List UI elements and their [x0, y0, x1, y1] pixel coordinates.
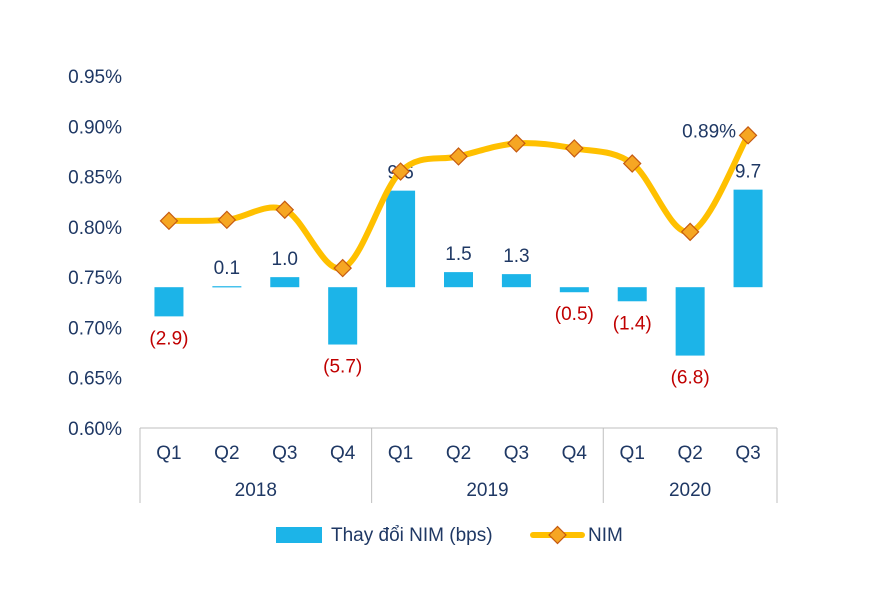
nim-change-bar — [617, 287, 647, 302]
y-tick-label: 0.75% — [68, 268, 122, 289]
x-tick-label: Q2 — [214, 443, 239, 464]
nim-change-bar — [675, 287, 705, 356]
nim-change-bar — [328, 287, 358, 345]
bar-data-label: (0.5) — [555, 304, 594, 325]
nim-change-bar — [444, 272, 473, 288]
nim-change-bar — [386, 190, 416, 288]
nim-marker — [217, 210, 237, 230]
x-tick-label: Q4 — [562, 443, 588, 464]
nim-marker — [333, 258, 353, 278]
nim-change-bar — [501, 274, 531, 288]
bar-data-label: (2.9) — [149, 328, 188, 349]
legend: Thay đổi NIM (bps) NIM — [276, 525, 623, 546]
bar-data-label: (5.7) — [323, 357, 362, 378]
nim-line-series: 0.89% — [159, 121, 758, 278]
bar-data-label: 0.1 — [214, 258, 240, 279]
x-axis: Q1 Q2 Q3 Q4 Q1 Q2 Q3 Q4 Q1 Q2 Q3 2018 2019 2020 — [139, 427, 778, 503]
x-tick-label: Q2 — [446, 443, 471, 464]
y-tick-label: 0.80% — [68, 218, 122, 239]
bar-data-label: 1.5 — [445, 244, 471, 265]
x-group-label: 2020 — [669, 480, 711, 501]
y-tick-label: 0.65% — [68, 369, 122, 390]
x-group-label: 2018 — [235, 480, 277, 501]
x-group-label: 2019 — [466, 480, 508, 501]
nim-marker — [391, 162, 410, 181]
bar-data-label: (1.4) — [613, 313, 652, 334]
x-tick-label: Q1 — [620, 443, 645, 464]
bar-data-label: 9.7 — [735, 162, 761, 183]
nim-change-bar — [270, 277, 300, 288]
x-tick-label: Q3 — [735, 443, 760, 464]
nim-marker — [680, 222, 700, 242]
legend-line-marker — [548, 525, 567, 545]
x-tick-label: Q2 — [677, 443, 702, 464]
bar-data-label: 1.3 — [503, 246, 529, 267]
nim-marker — [564, 139, 584, 158]
x-tick-label: Q3 — [504, 443, 529, 464]
x-tick-label: Q3 — [272, 443, 297, 464]
nim-marker — [622, 154, 642, 173]
nim-marker — [159, 211, 179, 231]
bar-series — [154, 189, 763, 356]
legend-bar-swatch — [276, 527, 322, 543]
x-tick-label: Q1 — [156, 443, 181, 464]
x-tick-label: Q4 — [330, 443, 356, 464]
nim-marker — [275, 200, 295, 220]
y-axis: 0.95% 0.90% 0.85% 0.80% 0.75% 0.70% 0.65% 0.60% — [68, 67, 122, 440]
y-tick-label: 0.90% — [68, 117, 122, 138]
y-tick-label: 0.60% — [68, 419, 122, 440]
nim-marker — [738, 126, 758, 145]
bar-data-label: (6.8) — [671, 368, 710, 389]
nim-change-bar — [154, 287, 184, 317]
nim-marker — [507, 134, 526, 153]
legend-bar-label: Thay đổi NIM (bps) — [331, 525, 493, 546]
nim-marker — [449, 147, 468, 166]
nim-change-bar — [733, 189, 763, 288]
bar-data-label: 1.0 — [272, 249, 298, 270]
y-tick-label: 0.85% — [68, 168, 122, 189]
nim-last-label: 0.89% — [682, 121, 736, 142]
x-tick-label: Q1 — [388, 443, 413, 464]
y-tick-label: 0.95% — [68, 67, 122, 88]
nim-change-bar — [559, 287, 589, 293]
y-tick-label: 0.70% — [68, 318, 122, 339]
legend-line-label: NIM — [588, 525, 623, 546]
nim-change-bar — [212, 286, 242, 288]
